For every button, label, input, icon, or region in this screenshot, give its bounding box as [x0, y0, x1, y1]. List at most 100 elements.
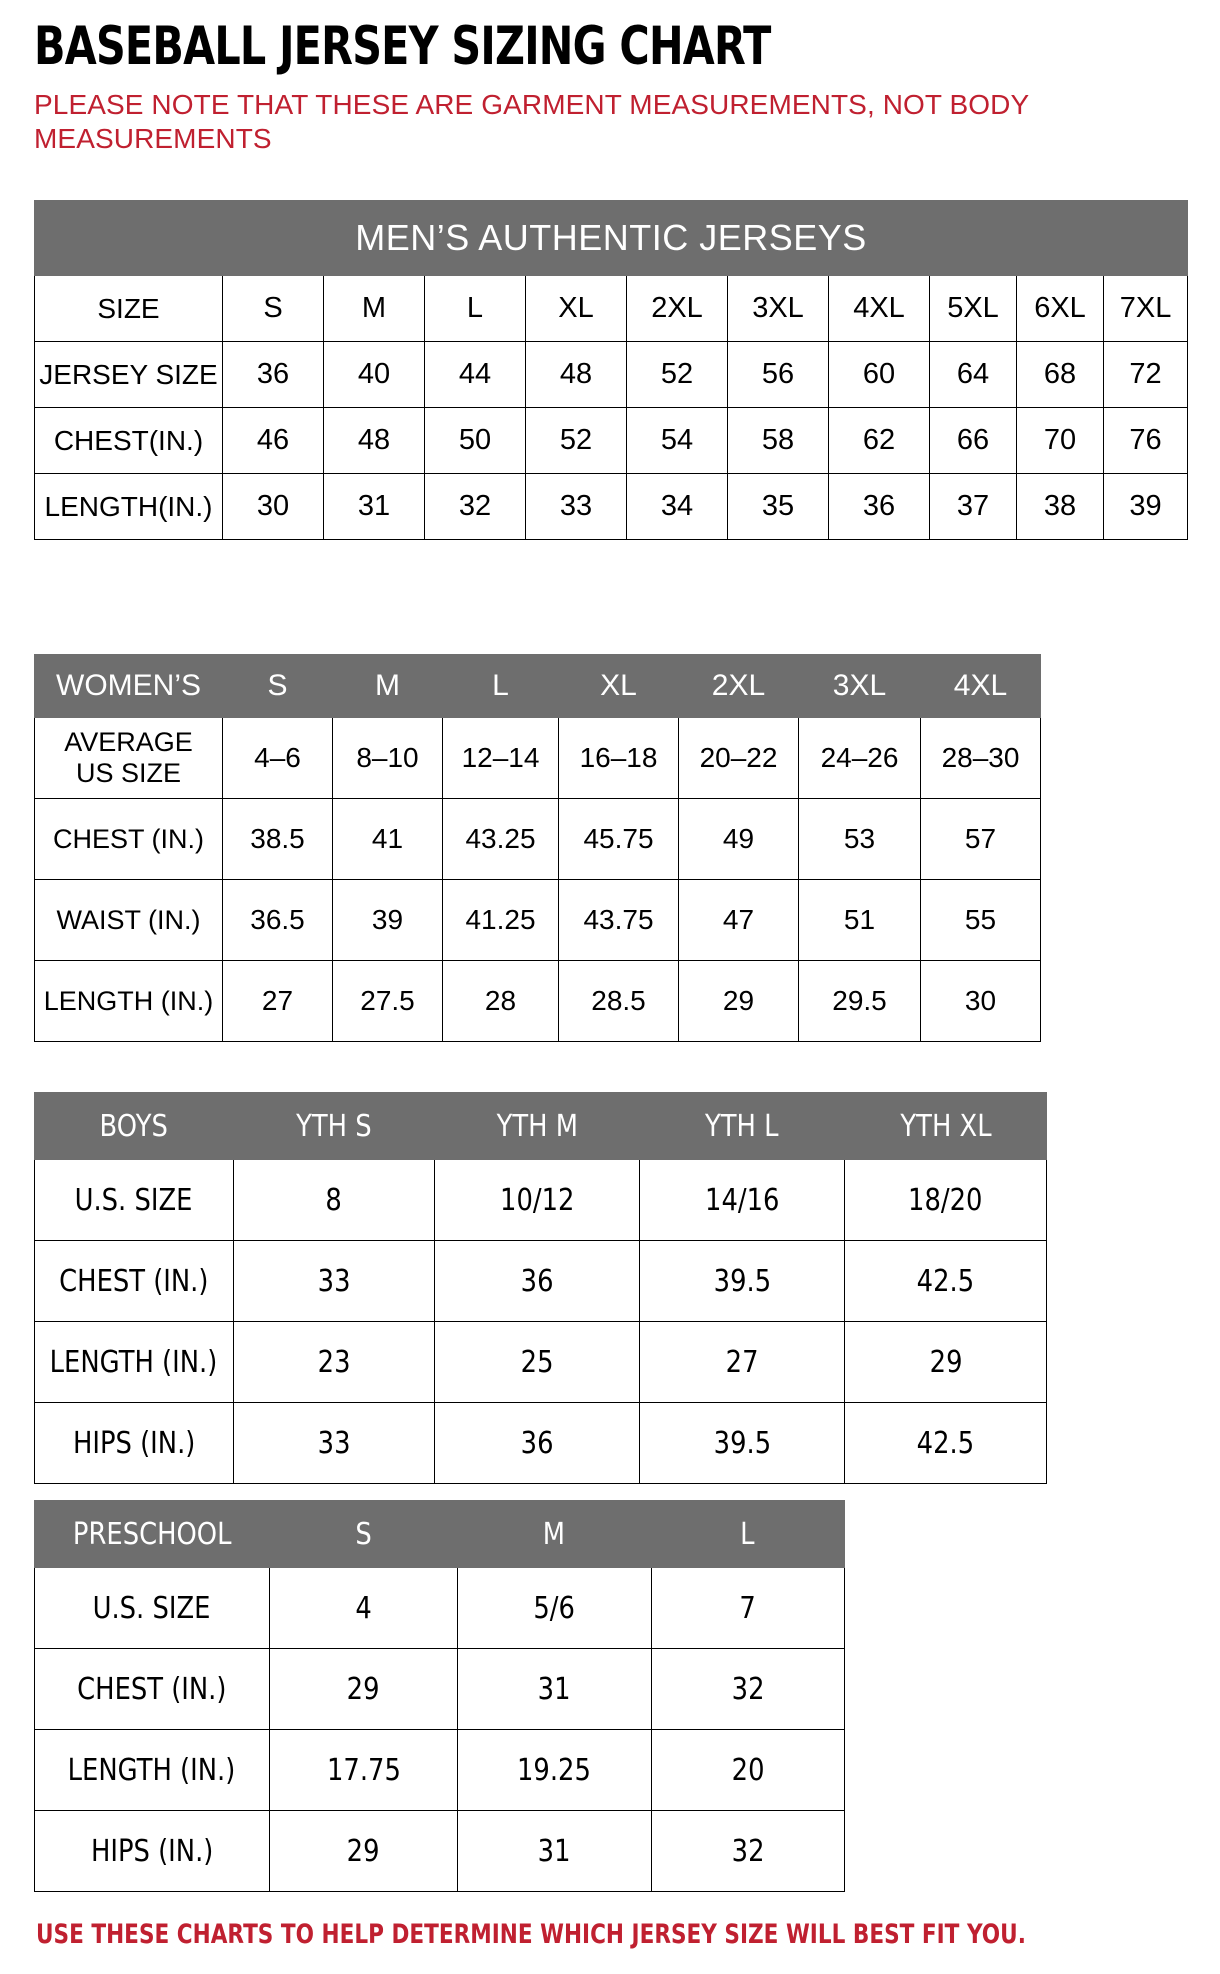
cell-text: 29	[347, 1671, 380, 1707]
mens-col-5xl: 5XL	[929, 275, 1017, 342]
boys-corner-text: BOYS	[99, 1108, 168, 1144]
cell-text: 36	[520, 1425, 554, 1461]
womens-col-l: L	[442, 654, 559, 718]
preschool-col-m: M	[457, 1500, 652, 1568]
boys-col-yth-l: YTH L	[639, 1092, 846, 1160]
womens-corner-label: WOMEN’S	[34, 654, 223, 718]
boys-col-yth-l-text: YTH L	[705, 1108, 779, 1144]
cell: 29.5	[798, 960, 921, 1042]
preschool-corner-text: PRESCHOOL	[72, 1516, 232, 1552]
preschool-row-label-us-size: U.S. SIZE	[34, 1567, 270, 1649]
cell-text: 32	[731, 1671, 765, 1707]
table-row: WAIST (IN.) 36.5 39 41.25 43.75 47 51 55	[34, 879, 1041, 961]
cell: 23	[232, 1321, 436, 1403]
preschool-row-label-length: LENGTH (IN.)	[34, 1729, 270, 1811]
cell: 40	[323, 341, 425, 408]
cell: 14/16	[639, 1159, 846, 1241]
boys-sizing-table: BOYS YTH S YTH M YTH L YTH XL U.S. SIZE …	[34, 1092, 1047, 1484]
label-text: U.S. SIZE	[74, 1182, 193, 1218]
cell-text: 25	[520, 1344, 554, 1380]
cell: 31	[323, 473, 425, 540]
cell: 47	[678, 879, 799, 961]
cell: 29	[678, 960, 799, 1042]
cell: 56	[727, 341, 829, 408]
cell-text: 29	[347, 1833, 380, 1869]
mens-col-7xl: 7XL	[1102, 275, 1189, 342]
cell: 52	[626, 341, 728, 408]
table-row: U.S. SIZE 4 5/6 7	[34, 1567, 846, 1649]
table-row: LENGTH(IN.) 30 31 32 33 34 35 36 37 38 3…	[34, 473, 1189, 540]
cell: 33	[232, 1240, 436, 1322]
cell: 18/20	[844, 1159, 1047, 1241]
womens-col-xl: XL	[558, 654, 679, 718]
cell-text: 42.5	[916, 1263, 975, 1299]
mens-col-4xl: 4XL	[828, 275, 930, 342]
label-text: HIPS (IN.)	[90, 1833, 214, 1869]
cell: 43.75	[558, 879, 679, 961]
mens-row-label-length: LENGTH(IN.)	[34, 473, 223, 540]
cell: 41.25	[442, 879, 559, 961]
label-text: HIPS (IN.)	[72, 1425, 195, 1461]
cell: 55	[920, 879, 1041, 961]
mens-col-6xl: 6XL	[1016, 275, 1104, 342]
cell: 36	[434, 1240, 641, 1322]
cell: 57	[920, 798, 1041, 880]
table-row: CHEST(IN.) 46 48 50 52 54 58 62 66 70 76	[34, 407, 1189, 474]
cell-text: 33	[317, 1425, 351, 1461]
cell-text: 42.5	[916, 1425, 975, 1461]
table-row: AVERAGE US SIZE 4–6 8–10 12–14 16–18 20–…	[34, 717, 1041, 799]
garment-measurement-note: PLEASE NOTE THAT THESE ARE GARMENT MEASU…	[34, 89, 1029, 154]
mens-col-3xl: 3XL	[727, 275, 829, 342]
cell: 25	[434, 1321, 641, 1403]
table-row: LENGTH (IN.) 23 25 27 29	[34, 1321, 1047, 1403]
table-row: CHEST (IN.) 33 36 39.5 42.5	[34, 1240, 1047, 1322]
cell: 20	[650, 1729, 846, 1811]
mens-banner-row: MEN’S AUTHENTIC JERSEYS	[33, 200, 1189, 276]
cell: 19.25	[457, 1729, 652, 1811]
cell: 20–22	[678, 717, 799, 799]
boys-row-label-hips: HIPS (IN.)	[34, 1402, 234, 1484]
cell: 43.25	[442, 798, 559, 880]
mens-col-2xl: 2XL	[626, 275, 728, 342]
cell: 39	[332, 879, 443, 961]
cell-text: 32	[731, 1833, 765, 1869]
cell: 8	[232, 1159, 436, 1241]
cell: 30	[920, 960, 1041, 1042]
preschool-col-l-text: L	[740, 1516, 755, 1552]
cell-text: 19.25	[517, 1752, 592, 1788]
cell: 28–30	[920, 717, 1041, 799]
cell-text: 20	[731, 1752, 765, 1788]
cell: 31	[457, 1810, 652, 1892]
cell: 45.75	[558, 798, 679, 880]
mens-col-m: M	[323, 275, 425, 342]
cell: 48	[323, 407, 425, 474]
mens-row-label-jersey-size: JERSEY SIZE	[34, 341, 223, 408]
cell: 39.5	[639, 1402, 846, 1484]
boys-col-yth-m-text: YTH M	[496, 1108, 578, 1144]
cell: 68	[1016, 341, 1104, 408]
footer-note: USE THESE CHARTS TO HELP DETERMINE WHICH…	[36, 1919, 1026, 1950]
preschool-col-s-text: S	[355, 1516, 372, 1552]
cell: 35	[727, 473, 829, 540]
cell: 39.5	[639, 1240, 846, 1322]
cell: 52	[525, 407, 627, 474]
cell: 17.75	[268, 1729, 459, 1811]
cell: 60	[828, 341, 930, 408]
cell: 4	[268, 1567, 459, 1649]
cell: 32	[650, 1648, 846, 1730]
cell: 5/6	[457, 1567, 652, 1649]
preschool-corner-label: PRESCHOOL	[34, 1500, 270, 1568]
cell-text: 14/16	[705, 1182, 780, 1218]
cell: 72	[1102, 341, 1189, 408]
cell: 42.5	[844, 1240, 1047, 1322]
boys-row-label-us-size: U.S. SIZE	[34, 1159, 234, 1241]
womens-row-label-length: LENGTH (IN.)	[34, 960, 223, 1042]
mens-col-s: S	[222, 275, 324, 342]
cell-text: 17.75	[326, 1752, 401, 1788]
cell: 27	[222, 960, 333, 1042]
cell: 27	[639, 1321, 846, 1403]
cell-text: 8	[325, 1182, 343, 1218]
table-row: CHEST (IN.) 38.5 41 43.25 45.75 49 53 57	[34, 798, 1041, 880]
boys-corner-label: BOYS	[34, 1092, 234, 1160]
